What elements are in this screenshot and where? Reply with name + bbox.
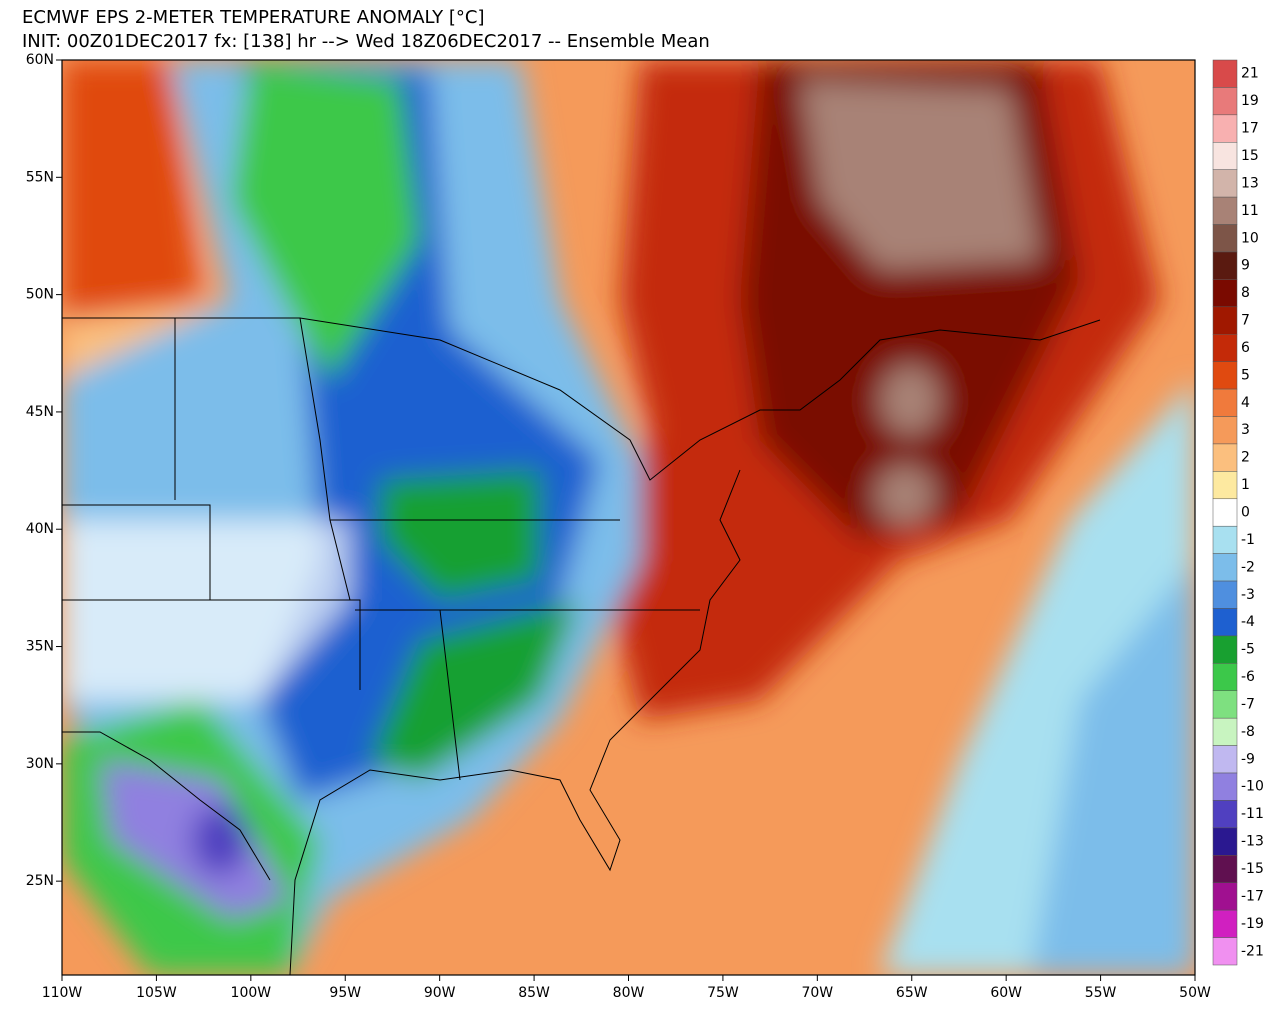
colorbar-label: 9 (1241, 258, 1250, 274)
y-tick-label: 25N (26, 873, 54, 889)
colorbar-label: -1 (1241, 532, 1255, 548)
colorbar-box (1212, 169, 1238, 198)
colorbar-box (1212, 855, 1238, 883)
colorbar: 211917151311109876543210-1-2-3-4-5-6-7-8… (1212, 59, 1264, 966)
colorbar-box (1212, 443, 1238, 472)
colorbar-label: 2 (1241, 450, 1250, 466)
colorbar-label: 8 (1241, 285, 1250, 301)
x-tick-label: 70W (801, 985, 833, 1001)
colorbar-box (1212, 827, 1238, 856)
colorbar-box (1212, 196, 1238, 225)
y-tick-label: 35N (26, 639, 54, 655)
colorbar-label: -21 (1241, 943, 1264, 959)
colorbar-box (1212, 690, 1238, 719)
colorbar-box (1212, 333, 1238, 362)
colorbar-label: -3 (1241, 587, 1255, 603)
x-tick-label: 60W (990, 985, 1022, 1001)
y-tick-label: 50N (26, 287, 54, 303)
colorbar-label: -19 (1241, 916, 1264, 932)
colorbar-label: 21 (1241, 66, 1259, 82)
y-tick-label: 40N (26, 521, 54, 537)
colorbar-box (1212, 416, 1238, 445)
colorbar-box (1212, 142, 1238, 170)
colorbar-label: -8 (1241, 724, 1255, 740)
colorbar-box (1212, 772, 1238, 801)
colorbar-box (1212, 114, 1238, 143)
colorbar-label: -5 (1241, 642, 1255, 658)
colorbar-label: -11 (1241, 806, 1264, 822)
colorbar-label: 10 (1241, 230, 1259, 246)
colorbar-label: 4 (1241, 395, 1250, 411)
boundaries (62, 317, 1101, 975)
x-tick-label: 55W (1085, 985, 1117, 1001)
colorbar-box (1212, 471, 1238, 500)
colorbar-box (1212, 663, 1238, 692)
colorbar-box (1212, 608, 1238, 637)
y-tick-label: 45N (26, 404, 54, 420)
x-tick-label: 105W (136, 985, 177, 1001)
colorbar-label: -6 (1241, 669, 1255, 685)
x-tick-label: 75W (707, 985, 739, 1001)
y-tick-label: 30N (26, 756, 54, 772)
colorbar-label: -17 (1241, 888, 1264, 904)
x-tick-label: 100W (231, 985, 272, 1001)
colorbar-label: -13 (1241, 834, 1264, 850)
colorbar-label: -15 (1241, 861, 1264, 877)
colorbar-box (1212, 882, 1238, 911)
colorbar-box (1212, 800, 1238, 829)
colorbar-box (1212, 580, 1238, 609)
colorbar-label: -10 (1241, 779, 1264, 795)
colorbar-box (1212, 525, 1238, 554)
x-tick-label: 95W (329, 985, 361, 1001)
colorbar-box (1212, 251, 1238, 280)
colorbar-box (1212, 553, 1238, 582)
colorbar-label: 17 (1241, 121, 1259, 137)
title: ECMWF EPS 2-METER TEMPERATURE ANOMALY [°… (22, 7, 485, 28)
x-tick-label: 80W (613, 985, 645, 1001)
colorbar-label: 11 (1241, 203, 1259, 219)
map-field (62, 60, 1195, 975)
colorbar-box (1212, 87, 1238, 116)
colorbar-box (1212, 224, 1238, 253)
x-tick-label: 85W (518, 985, 550, 1001)
colorbar-box (1212, 498, 1238, 527)
colorbar-label: 3 (1241, 422, 1250, 438)
colorbar-label: -2 (1241, 559, 1255, 575)
colorbar-label: 5 (1241, 367, 1250, 383)
colorbar-label: -9 (1241, 751, 1255, 767)
colorbar-box (1212, 909, 1238, 938)
axes: 110W 105W 100W 95W 90W 85W 80W 75W 70W 65W 60W 55W 5… (26, 52, 1211, 1001)
x-tick-label: 50W (1179, 985, 1211, 1001)
colorbar-label: 15 (1241, 148, 1259, 164)
colorbar-box (1212, 388, 1238, 417)
colorbar-label: 19 (1241, 93, 1259, 109)
colorbar-box (1212, 937, 1238, 966)
colorbar-label: 7 (1241, 313, 1250, 329)
subtitle: INIT: 00Z01DEC2017 fx: [138] hr --> Wed … (22, 31, 710, 52)
colorbar-label: 13 (1241, 175, 1259, 191)
colorbar-box (1212, 361, 1238, 390)
y-tick-label: 60N (26, 52, 54, 68)
y-tick-label: 55N (26, 169, 54, 185)
colorbar-label: -7 (1241, 696, 1255, 712)
x-tick-label: 65W (896, 985, 928, 1001)
x-tick-label: 90W (424, 985, 456, 1001)
colorbar-label: -4 (1241, 614, 1255, 630)
colorbar-box (1212, 635, 1238, 664)
colorbar-label: 1 (1241, 477, 1250, 493)
colorbar-box (1212, 59, 1238, 88)
colorbar-label: 0 (1241, 505, 1250, 521)
x-tick-label: 110W (42, 985, 83, 1001)
colorbar-box (1212, 306, 1238, 335)
colorbar-label: 6 (1241, 340, 1250, 356)
colorbar-box (1212, 717, 1238, 746)
colorbar-box (1212, 279, 1238, 308)
colorbar-box (1212, 745, 1238, 774)
